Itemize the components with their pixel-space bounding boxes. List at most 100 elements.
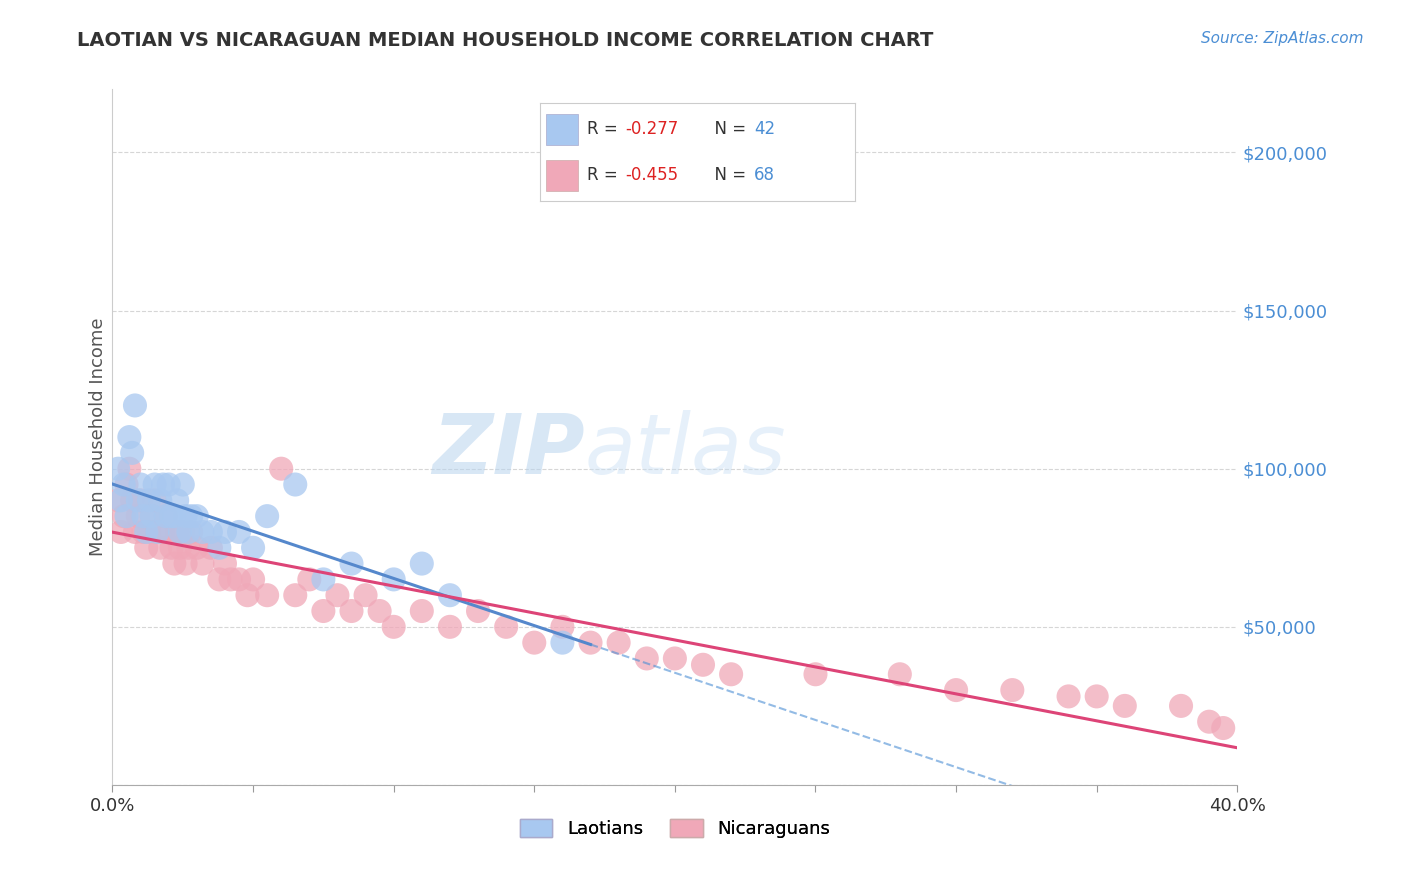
Point — [155, 509, 177, 524]
Point — [141, 509, 163, 524]
Point — [129, 477, 152, 491]
Point — [1198, 714, 1220, 729]
Y-axis label: Median Household Income: Median Household Income — [89, 318, 107, 557]
Point — [112, 509, 135, 524]
Point — [551, 635, 574, 649]
Point — [200, 524, 222, 539]
Point — [467, 604, 489, 618]
Point — [219, 573, 242, 587]
Point — [115, 509, 138, 524]
Point — [132, 509, 155, 524]
Point — [607, 635, 630, 649]
Point — [177, 524, 200, 539]
Point — [160, 509, 183, 524]
Point — [720, 667, 742, 681]
Point — [382, 573, 405, 587]
Point — [121, 446, 143, 460]
Point — [124, 524, 146, 539]
Point — [1114, 698, 1136, 713]
Point — [166, 524, 188, 539]
Point — [118, 430, 141, 444]
Point — [149, 541, 172, 555]
Point — [664, 651, 686, 665]
Point — [228, 573, 250, 587]
Point — [157, 524, 180, 539]
Point — [138, 493, 160, 508]
Point — [439, 620, 461, 634]
Point — [236, 588, 259, 602]
Point — [169, 524, 191, 539]
Point — [214, 524, 236, 539]
Point — [143, 477, 166, 491]
Point — [270, 461, 292, 475]
Point — [208, 573, 231, 587]
Point — [186, 509, 208, 524]
Point — [284, 477, 307, 491]
Point — [411, 604, 433, 618]
Point — [636, 651, 658, 665]
Point — [340, 604, 363, 618]
Point — [118, 461, 141, 475]
Text: LAOTIAN VS NICARAGUAN MEDIAN HOUSEHOLD INCOME CORRELATION CHART: LAOTIAN VS NICARAGUAN MEDIAN HOUSEHOLD I… — [77, 31, 934, 50]
Point — [1212, 721, 1234, 735]
Point — [180, 509, 202, 524]
Point — [152, 477, 174, 491]
Text: ZIP: ZIP — [432, 410, 585, 491]
Point — [172, 524, 194, 539]
Point — [143, 493, 166, 508]
Point — [141, 509, 163, 524]
Point — [124, 399, 146, 413]
Point — [112, 477, 135, 491]
Point — [107, 493, 129, 508]
Point — [411, 557, 433, 571]
Point — [163, 509, 186, 524]
Point — [169, 541, 191, 555]
Point — [191, 557, 214, 571]
Point — [692, 657, 714, 672]
Point — [382, 620, 405, 634]
Point — [146, 524, 169, 539]
Point — [127, 509, 149, 524]
Point — [284, 588, 307, 602]
Point — [228, 524, 250, 539]
Point — [326, 588, 349, 602]
Point — [163, 557, 186, 571]
Point — [110, 493, 132, 508]
Point — [1001, 683, 1024, 698]
Point — [804, 667, 827, 681]
Point — [1057, 690, 1080, 704]
Point — [121, 493, 143, 508]
Point — [186, 541, 208, 555]
Point — [129, 493, 152, 508]
Point — [174, 509, 197, 524]
Point — [115, 477, 138, 491]
Point — [200, 541, 222, 555]
Text: atlas: atlas — [585, 410, 786, 491]
Point — [551, 620, 574, 634]
Point — [312, 604, 335, 618]
Point — [132, 524, 155, 539]
Point — [579, 635, 602, 649]
Point — [149, 493, 172, 508]
Legend: Laotians, Nicaraguans: Laotians, Nicaraguans — [513, 812, 837, 846]
Point — [495, 620, 517, 634]
Point — [208, 541, 231, 555]
Point — [166, 493, 188, 508]
Point — [523, 635, 546, 649]
Point — [368, 604, 391, 618]
Point — [1085, 690, 1108, 704]
Point — [354, 588, 377, 602]
Point — [152, 524, 174, 539]
Point — [138, 524, 160, 539]
Point — [155, 509, 177, 524]
Point — [157, 477, 180, 491]
Point — [135, 524, 157, 539]
Point — [177, 541, 200, 555]
Point — [160, 541, 183, 555]
Point — [312, 573, 335, 587]
Point — [107, 461, 129, 475]
Point — [256, 588, 278, 602]
Text: Source: ZipAtlas.com: Source: ZipAtlas.com — [1201, 31, 1364, 46]
Point — [172, 477, 194, 491]
Point — [135, 541, 157, 555]
